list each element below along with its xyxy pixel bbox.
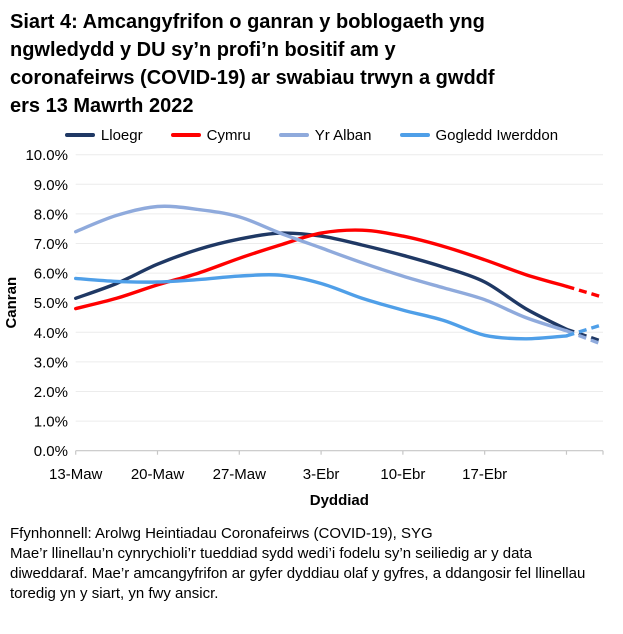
chart-footer: Ffynhonnell: Arolwg Heintiadau Coronafei… xyxy=(10,524,613,604)
y-tick-label: 5.0% xyxy=(34,295,68,312)
chart-title: Siart 4: Amcangyfrifon o ganran y boblog… xyxy=(10,8,615,120)
chart-title-line-4: ers 13 Mawrth 2022 xyxy=(10,95,194,117)
y-tick-label: 3.0% xyxy=(34,354,68,371)
series-line-yr-alban xyxy=(74,204,569,333)
x-tick-label: 13-Maw xyxy=(49,466,103,483)
series-line-gogledd-iwerddon xyxy=(74,272,569,341)
legend: Lloegr Cymru Yr Alban Gogledd Iwerddon xyxy=(0,124,623,146)
legend-line-swatch-gogledd-iwerddon xyxy=(399,133,430,137)
chart-area: 0.0% 1.0% 2.0% 3.0% 4.0% 5.0% 6.0% 7.0% 8.0% 9.0%… xyxy=(0,146,623,518)
y-tick-label: 7.0% xyxy=(34,236,68,253)
y-tick-label: 6.0% xyxy=(34,266,68,283)
x-axis-title: Dyddiad xyxy=(310,492,369,509)
y-tick-label: 1.0% xyxy=(34,414,68,431)
y-tick-label: 0.0% xyxy=(34,443,68,460)
y-tick-label: 9.0% xyxy=(34,177,68,194)
y-tick-label: 4.0% xyxy=(34,325,68,342)
x-tick-label: 20-Maw xyxy=(131,466,185,483)
legend-label-yr-alban: Yr Alban xyxy=(314,126,372,144)
legend-item-yr-alban: Yr Alban xyxy=(278,126,372,144)
y-tick-label: 2.0% xyxy=(34,384,68,401)
series-line-dashed-gogledd-iwerddon xyxy=(565,323,603,338)
x-tick-label: 10-Ebr xyxy=(380,466,425,483)
note-text: Mae’r llinellau’n cynrychioli’r tueddiad… xyxy=(10,545,586,602)
legend-item-cymru: Cymru xyxy=(170,126,251,144)
x-tick-label: 3-Ebr xyxy=(303,466,340,483)
source-text: Ffynhonnell: Arolwg Heintiadau Coronafei… xyxy=(10,525,433,542)
legend-item-gogledd-iwerddon: Gogledd Iwerddon xyxy=(399,126,559,144)
series-line-lloegr xyxy=(74,231,569,331)
legend-label-gogledd-iwerddon: Gogledd Iwerddon xyxy=(435,126,559,144)
chart-title-line-2: ngwledydd y DU sy’n profi’n bositif am y xyxy=(10,39,396,61)
y-axis-title: Canran xyxy=(3,277,20,329)
legend-item-lloegr: Lloegr xyxy=(64,126,143,144)
series-line-dashed-cymru xyxy=(566,284,602,299)
chart-title-line-1: Siart 4: Amcangyfrifon o ganran y boblog… xyxy=(10,11,485,33)
x-tick-label: 17-Ebr xyxy=(462,466,507,483)
series-line-cymru xyxy=(74,228,569,311)
legend-line-swatch-yr-alban xyxy=(278,133,309,137)
legend-label-cymru: Cymru xyxy=(206,126,251,144)
legend-line-swatch-lloegr xyxy=(64,133,95,137)
legend-line-swatch-cymru xyxy=(170,133,201,137)
legend-label-lloegr: Lloegr xyxy=(100,126,143,144)
line-chart: 0.0% 1.0% 2.0% 3.0% 4.0% 5.0% 6.0% 7.0% 8.0% 9.0%… xyxy=(3,147,604,509)
y-tick-label: 10.0% xyxy=(25,147,68,164)
chart-title-line-3: coronafeirws (COVID-19) ar swabiau trwyn… xyxy=(10,67,495,89)
y-tick-label: 8.0% xyxy=(34,206,68,223)
x-tick-label: 27-Maw xyxy=(213,466,267,483)
